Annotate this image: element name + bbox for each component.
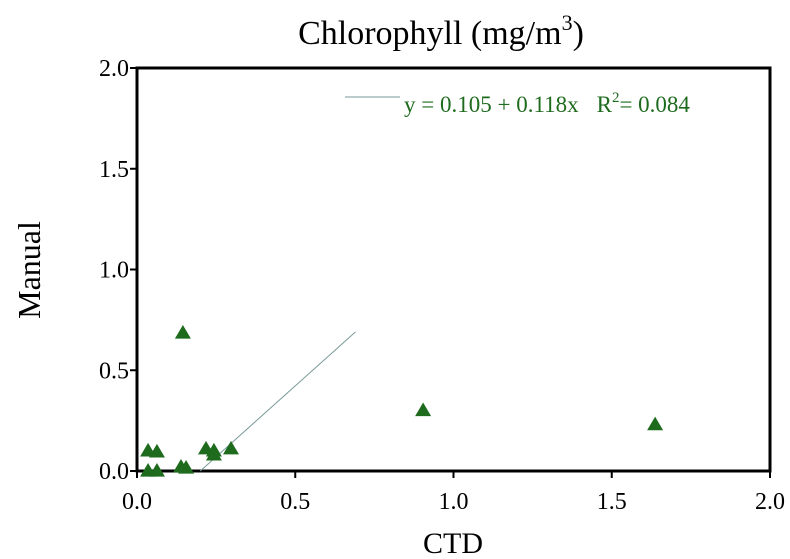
data-point — [647, 416, 664, 431]
data-point — [178, 459, 195, 474]
r2-superscript: 2 — [612, 90, 620, 106]
title-superscript: 3 — [562, 10, 573, 35]
plot-frame — [135, 66, 772, 473]
r2-value: = 0.084 — [619, 92, 690, 117]
data-point — [148, 463, 165, 477]
fit-line — [199, 331, 356, 472]
annotation: y = 0.105 + 0.118x R2= 0.084 — [345, 90, 690, 117]
y-tick-label: 2.0 — [99, 56, 129, 82]
r2-label: R — [597, 92, 613, 117]
equation: y = 0.105 + 0.118x — [404, 92, 579, 117]
annotation-text: y = 0.105 + 0.118x R2= 0.084 — [404, 90, 690, 117]
y-tick-label: 1.5 — [99, 157, 129, 183]
data-point — [174, 324, 191, 339]
y-axis-label: Manual — [11, 221, 47, 319]
y-tick-label: 0.0 — [99, 459, 129, 485]
chart-title: Chlorophyll (mg/m3) — [298, 10, 584, 52]
x-axis-label: CTD — [423, 527, 483, 559]
data-point — [148, 443, 165, 458]
title-text: Chlorophyll (mg/m — [298, 15, 562, 52]
data-point — [223, 440, 240, 455]
data-point — [415, 402, 432, 417]
title-end: ) — [573, 15, 584, 52]
y-tick-label: 1.0 — [99, 258, 129, 284]
x-tick-label: 0.0 — [122, 489, 152, 515]
x-tick-label: 1.5 — [597, 489, 627, 515]
y-tick-label: 0.5 — [99, 358, 129, 384]
x-tick-label: 2.0 — [755, 489, 785, 515]
x-tick-label: 1.0 — [439, 489, 469, 515]
x-tick-label: 0.5 — [280, 489, 310, 515]
data-point — [205, 446, 222, 461]
